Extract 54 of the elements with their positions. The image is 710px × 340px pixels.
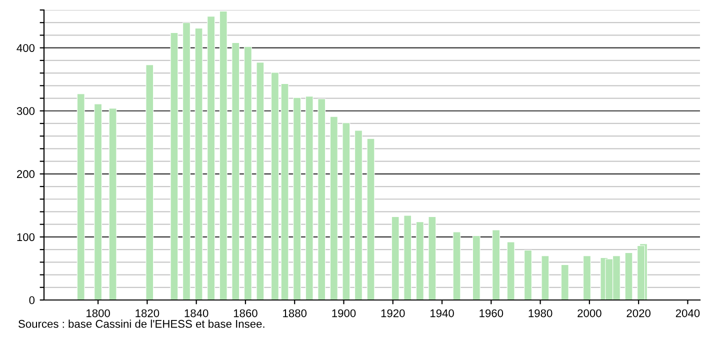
bar [244, 46, 252, 300]
bar [624, 252, 633, 300]
bar [293, 97, 302, 300]
bar [541, 256, 550, 300]
bar [108, 108, 117, 300]
bar [280, 83, 289, 300]
bar [428, 216, 436, 300]
y-tick-label: 200 [16, 170, 35, 178]
bar [391, 216, 400, 300]
y-tick-label: 0 [29, 296, 35, 304]
bar [207, 16, 216, 300]
bar [416, 222, 424, 300]
bar [182, 22, 190, 300]
bar [318, 98, 326, 300]
bar [342, 122, 350, 300]
bar [560, 264, 569, 300]
bar [94, 104, 102, 300]
bar [232, 42, 240, 300]
bar [637, 246, 645, 300]
x-tick-label: 1960 [480, 309, 504, 318]
x-tick-label: 1900 [332, 309, 356, 318]
y-tick-label: 100 [17, 233, 35, 242]
x-tick-label: 2040 [676, 309, 700, 318]
x-tick-label: 1880 [283, 309, 307, 318]
x-tick-label: 2000 [578, 309, 602, 318]
bar [146, 64, 154, 300]
source-note: Sources : base Cassini de l'EHESS et base Insee. [18, 320, 264, 328]
y-tick-label: 400 [16, 44, 35, 52]
x-tick-label: 1840 [184, 309, 208, 318]
bar [354, 130, 362, 300]
x-tick-label: 1980 [528, 309, 552, 318]
x-tick-label: 1800 [86, 309, 110, 318]
x-tick-label: 1860 [234, 309, 258, 318]
bar [256, 62, 264, 300]
bar [366, 138, 375, 300]
bar [452, 232, 461, 300]
bar [330, 116, 338, 300]
bar [219, 10, 228, 300]
x-tick-label: 1920 [381, 309, 405, 318]
x-tick-label: 2020 [626, 309, 650, 318]
bar [472, 235, 480, 300]
x-tick-label: 1940 [430, 309, 454, 318]
bar [492, 230, 500, 300]
bar [524, 250, 532, 300]
y-tick-label: 300 [16, 107, 35, 116]
bar [506, 242, 515, 300]
bar [194, 28, 203, 300]
bar [305, 96, 314, 300]
bar [583, 256, 591, 300]
bar [76, 94, 85, 300]
x-tick-label: 1820 [136, 309, 160, 318]
bar [170, 32, 178, 300]
bar [404, 215, 412, 300]
bar [270, 72, 279, 300]
